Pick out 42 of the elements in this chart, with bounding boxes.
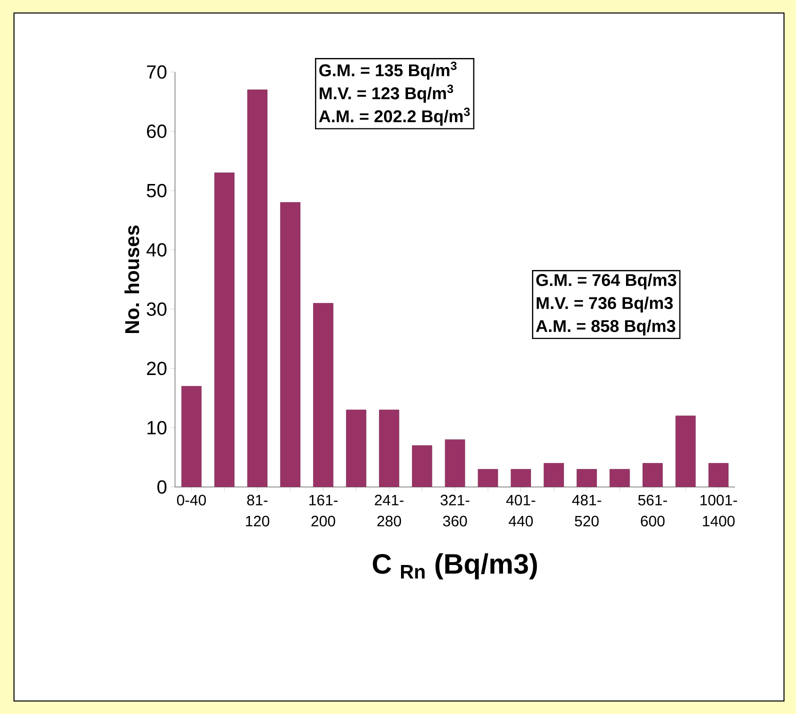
x-tick-label: 481-520 — [572, 494, 602, 526]
x-tick-label: 81-120 — [246, 494, 270, 526]
annotation: G.M. = 764 Bq/m3 — [536, 274, 676, 290]
y-tick-label: 70 — [147, 65, 166, 79]
bar — [181, 386, 202, 487]
y-tick-label: 40 — [146, 243, 166, 257]
annotation: M.V. = 123 Bq/m$^{3}$ — [320, 84, 454, 103]
annotation: A.M. = 202.2 Bq/m$^{3}$ — [319, 108, 470, 126]
x-tick-label: 0-40 — [177, 494, 206, 506]
bar — [676, 416, 696, 487]
x-tick-label: 401-440 — [506, 494, 536, 526]
bar — [247, 90, 268, 487]
y-tick-label: 30 — [146, 302, 166, 316]
annotation: A.M. = 858 Bq/m3 — [536, 320, 676, 336]
bar — [478, 469, 498, 487]
bar — [708, 463, 729, 487]
y-axis-title: No. houses — [124, 226, 140, 333]
bar — [444, 439, 466, 487]
bar — [412, 445, 432, 487]
bar — [280, 202, 300, 487]
y-tick-label: 10 — [148, 420, 166, 434]
bar — [346, 410, 366, 487]
bar — [214, 172, 234, 487]
y-tick-label: 50 — [146, 184, 166, 198]
annotation: M.V. = 736 Bq/m3 — [536, 296, 673, 312]
bar — [576, 469, 597, 487]
x-tick-label: 1001-1400 — [700, 494, 738, 526]
annotation: G.M. = 135 Bq/m$^{3}$ — [319, 62, 457, 80]
y-tick-label: 20 — [147, 362, 166, 376]
y-tick-label: 0 — [157, 480, 166, 494]
x-tick-label: 161-200 — [309, 494, 338, 526]
bar — [544, 463, 564, 487]
bar — [642, 463, 663, 487]
bar — [313, 303, 334, 487]
x-tick-label: 561-600 — [638, 494, 667, 526]
bar — [610, 469, 630, 487]
bar — [379, 410, 400, 487]
x-tick-label: 241-280 — [374, 494, 404, 526]
x-tick-label: 321-360 — [440, 494, 470, 526]
bar — [510, 469, 531, 487]
y-tick-label: 60 — [147, 124, 166, 138]
x-axis-title: C $_{Rn}$ (Bq/m3) — [372, 553, 537, 580]
